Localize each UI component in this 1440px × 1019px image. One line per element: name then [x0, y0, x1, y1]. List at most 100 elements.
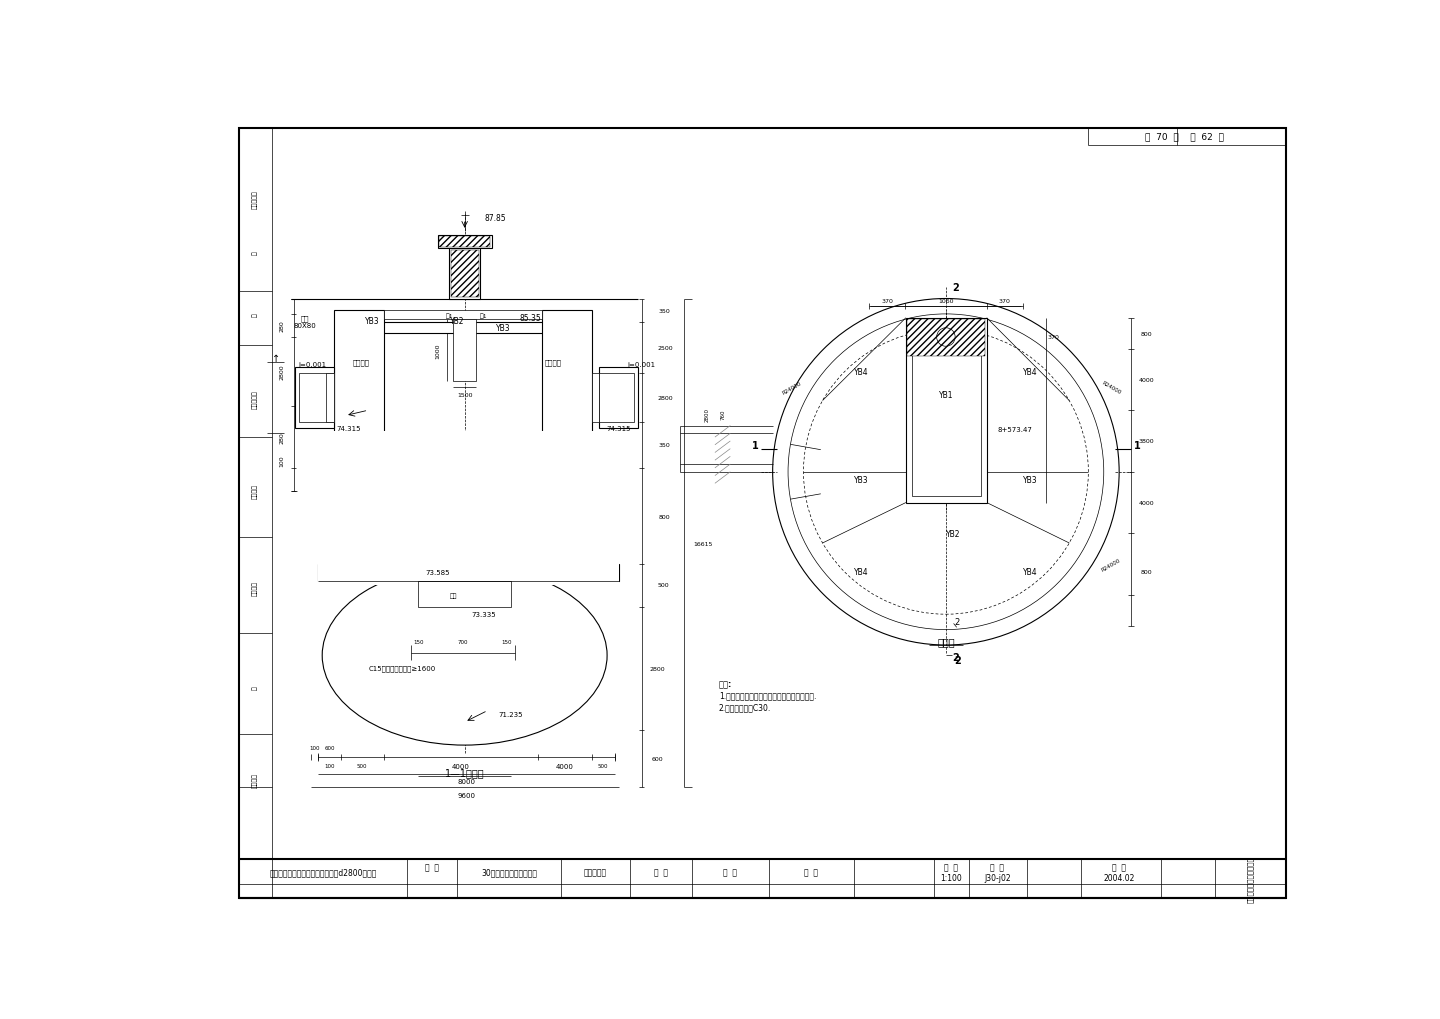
Text: 测量校核: 测量校核: [252, 580, 258, 595]
Text: 8000: 8000: [456, 779, 475, 785]
Bar: [295, 368, 334, 428]
Ellipse shape: [323, 567, 608, 745]
Bar: [906, 318, 986, 503]
Text: 日  期: 日 期: [1112, 862, 1126, 871]
Text: 说明:: 说明:: [719, 680, 732, 688]
Text: 图  名: 图 名: [425, 862, 439, 871]
Text: 地垫: 地垫: [449, 593, 456, 598]
Text: 1: 1: [752, 440, 759, 450]
Text: 2004.02: 2004.02: [1103, 873, 1135, 882]
Text: YB4: YB4: [1024, 368, 1038, 377]
Text: 专业负责人: 专业负责人: [585, 867, 608, 876]
Text: YB3: YB3: [495, 324, 510, 333]
Text: 1500: 1500: [456, 393, 472, 397]
Text: 700: 700: [456, 639, 468, 644]
Text: 4000: 4000: [1138, 500, 1153, 505]
Bar: [353, 322, 576, 334]
Text: 总  70  页    第  62  页: 总 70 页 第 62 页: [1145, 132, 1224, 142]
Text: 280: 280: [279, 320, 285, 332]
Bar: [325, 374, 334, 422]
Bar: [318, 431, 619, 585]
Text: 垫1: 垫1: [480, 313, 488, 319]
Text: 平面图: 平面图: [937, 637, 955, 646]
Bar: [451, 251, 478, 298]
Text: 图  号: 图 号: [991, 862, 1005, 871]
Text: 9600: 9600: [456, 793, 475, 798]
Text: ↑: ↑: [272, 354, 279, 364]
Text: 拱角: 拱角: [301, 315, 310, 322]
Text: 280: 280: [279, 432, 285, 443]
Text: 垫1: 垫1: [445, 313, 454, 319]
Text: i=0.001: i=0.001: [628, 362, 655, 368]
Bar: [449, 250, 480, 300]
Text: 500: 500: [657, 583, 668, 588]
Bar: [384, 469, 541, 582]
Text: 批: 批: [252, 251, 258, 255]
Text: 准: 准: [252, 313, 258, 317]
Text: YB4: YB4: [1024, 568, 1038, 577]
Text: 800: 800: [660, 515, 671, 520]
Text: 600: 600: [651, 757, 662, 762]
Bar: [438, 235, 491, 250]
Text: R24000: R24000: [782, 380, 802, 395]
Text: 制: 制: [252, 686, 258, 690]
Text: 30号接收井结构图（二）: 30号接收井结构图（二）: [481, 867, 537, 876]
Text: 4000: 4000: [556, 763, 573, 769]
Text: 比  例: 比 例: [945, 862, 958, 871]
Text: 4000: 4000: [1138, 377, 1153, 382]
Text: 8+573.47: 8+573.47: [998, 427, 1032, 433]
Bar: [541, 311, 592, 469]
Text: R24000: R24000: [1102, 557, 1122, 572]
Text: YB2: YB2: [449, 316, 464, 325]
Text: 800: 800: [1140, 570, 1152, 575]
Text: 800: 800: [1140, 331, 1152, 336]
Text: 2.混凝土强度为C30.: 2.混凝土强度为C30.: [719, 702, 770, 711]
Text: 73.335: 73.335: [471, 611, 497, 618]
Text: 4000: 4000: [452, 763, 469, 769]
Bar: [334, 311, 384, 469]
Text: 370: 370: [881, 299, 893, 304]
Text: 760: 760: [720, 410, 726, 420]
Text: R24000: R24000: [1102, 380, 1122, 395]
Text: 2800: 2800: [704, 408, 710, 422]
Text: 150: 150: [501, 639, 513, 644]
Text: 1: 1: [1133, 440, 1140, 450]
Text: 500: 500: [357, 763, 367, 768]
Text: 审  核: 审 核: [804, 867, 818, 876]
Bar: [454, 320, 477, 381]
Text: 2800: 2800: [279, 365, 285, 380]
Text: 2: 2: [955, 618, 960, 627]
Text: 项目负责人: 项目负责人: [252, 390, 258, 409]
Text: 测量审核: 测量审核: [252, 484, 258, 499]
Text: J30-j02: J30-j02: [984, 873, 1011, 882]
Text: 74.315: 74.315: [337, 426, 361, 431]
Text: YB4: YB4: [854, 568, 868, 577]
Text: 刚性接头: 刚性接头: [353, 359, 369, 366]
Bar: [599, 374, 634, 422]
Text: 100: 100: [310, 745, 320, 750]
Text: 370: 370: [1048, 335, 1060, 340]
Text: YB3: YB3: [364, 316, 380, 325]
Bar: [599, 368, 638, 428]
Text: 2: 2: [955, 656, 960, 665]
Text: 电子文件名: 电子文件名: [252, 190, 258, 209]
Text: 350: 350: [660, 308, 671, 313]
Text: 150: 150: [413, 639, 423, 644]
Text: 350: 350: [660, 443, 671, 448]
Bar: [907, 320, 985, 357]
Text: 2: 2: [952, 652, 959, 662]
Text: 85.35: 85.35: [520, 314, 541, 323]
Text: 73.585: 73.585: [425, 570, 449, 576]
Text: i=0.001: i=0.001: [298, 362, 327, 368]
Text: 设  计: 设 计: [654, 867, 668, 876]
Text: 2800: 2800: [649, 666, 665, 671]
Text: C15片石混凝土垫层≥1600: C15片石混凝土垫层≥1600: [369, 665, 436, 672]
Text: 2: 2: [952, 282, 959, 292]
Bar: [318, 565, 619, 582]
Bar: [384, 311, 541, 320]
Text: 1—1剖面图: 1—1剖面图: [445, 767, 484, 777]
Text: 370: 370: [998, 299, 1011, 304]
Bar: [419, 582, 511, 607]
Text: 71.235: 71.235: [498, 711, 523, 717]
Text: 2800: 2800: [657, 396, 672, 400]
